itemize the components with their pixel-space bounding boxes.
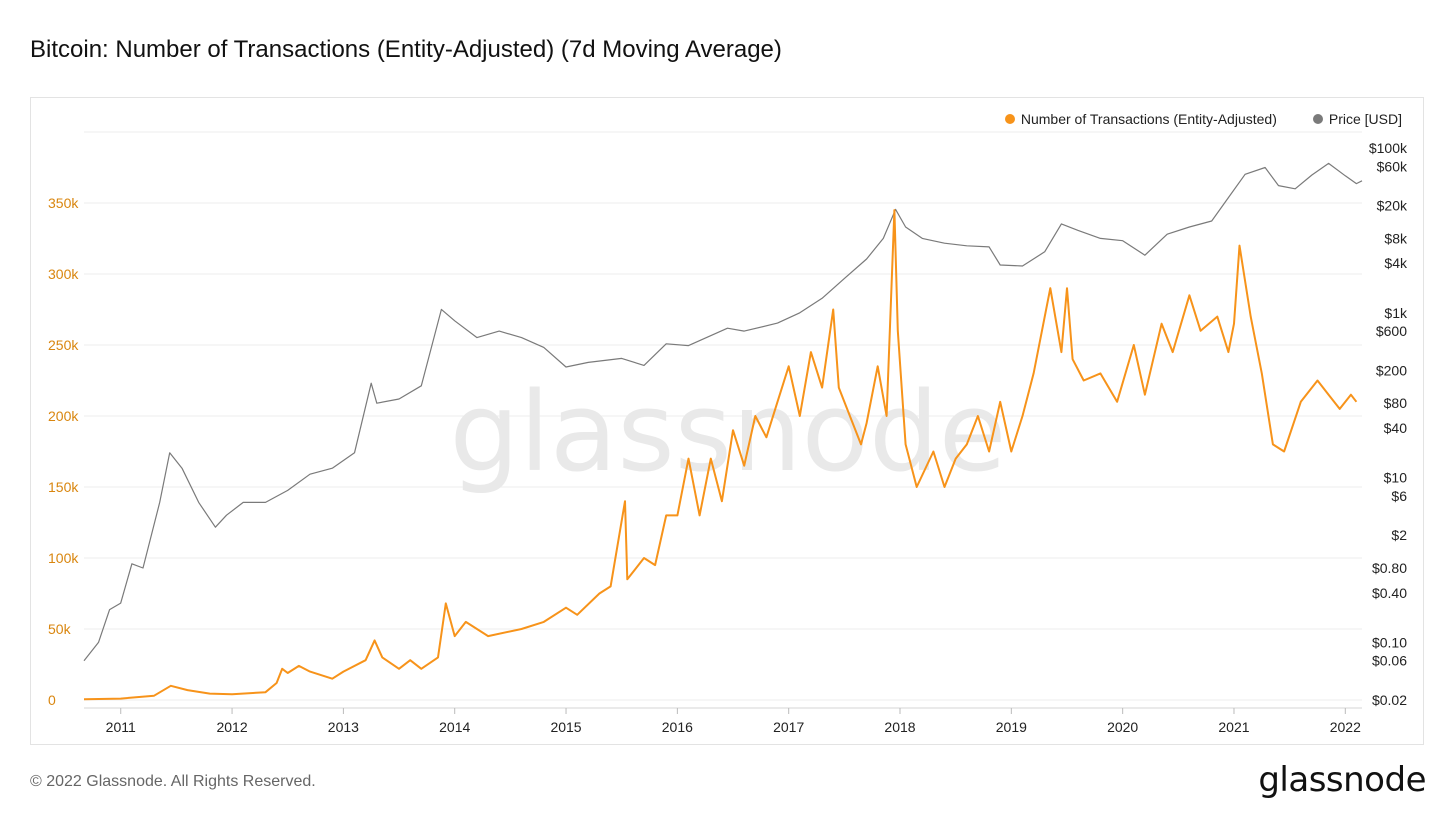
legend-item-price[interactable]: Price [USD] [1312,111,1402,127]
right-axis-tick-label: $80 [1384,395,1408,411]
series-line-transactions [83,209,1358,701]
right-axis: $0.02 $0.06 $0.10 $0.40 $0.80 $2 $6 $10 $40 $80 $2… [1369,140,1408,708]
series-line-price [83,162,1363,662]
x-axis-tick-label: 2017 [773,719,804,735]
page-title: Bitcoin: Number of Transactions (Entity-… [30,36,782,63]
right-axis-tick-label: $4k [1384,255,1408,271]
right-axis-tick-label: $40 [1384,420,1408,436]
right-axis-tick-label: $600 [1376,323,1407,339]
left-axis-tick-label: 150k [48,479,79,495]
left-axis-tick-label: 200k [48,408,79,424]
left-axis-tick-label: 50k [48,621,72,637]
right-axis-tick-label: $1k [1384,305,1408,321]
chart-legend: Number of Transactions (Entity-Adjusted)… [1004,111,1402,127]
legend-dot-transactions-icon [1004,114,1015,124]
right-axis-tick-label: $0.06 [1372,653,1407,669]
right-axis-tick-label: $0.80 [1372,560,1407,576]
x-axis-tick-label: 2022 [1330,719,1361,735]
left-axis-tick-label: 100k [48,550,79,566]
right-axis-tick-label: $6 [1391,488,1407,504]
right-axis-tick-label: $2 [1391,527,1407,543]
glassnode-logo[interactable]: glassnode [1258,760,1426,800]
x-axis: 2011 2012 2013 2014 2015 2016 2017 2018 2019 2020… [106,708,1361,735]
left-axis-tick-label: 250k [48,337,79,353]
grid-layer [84,131,1362,709]
right-axis-tick-label: $0.02 [1372,692,1407,708]
x-axis-tick-label: 2019 [996,719,1027,735]
right-axis-tick-label: $100k [1369,140,1408,156]
right-axis-tick-label: $10 [1384,470,1408,486]
x-axis-tick-label: 2018 [884,719,915,735]
legend-dot-price-icon [1312,114,1323,124]
x-axis-tick-label: 2012 [216,719,247,735]
left-axis-tick-label: 350k [48,195,79,211]
right-axis-tick-label: $8k [1384,230,1408,246]
right-axis-tick-label: $0.40 [1372,585,1407,601]
x-axis-tick-label: 2020 [1107,719,1138,735]
x-axis-tick-label: 2015 [550,719,581,735]
watermark: glassnode [450,368,1007,496]
left-axis-tick-label: 0 [48,692,56,708]
x-axis-tick-label: 2021 [1218,719,1249,735]
x-axis-tick-label: 2011 [106,719,136,735]
left-axis: 0 50k 100k 150k 200k 250k 300k 350k [48,195,79,708]
x-axis-tick-label: 2013 [328,719,359,735]
legend-label-price: Price [USD] [1328,111,1402,127]
copyright-text: © 2022 Glassnode. All Rights Reserved. [30,773,316,790]
right-axis-tick-label: $0.10 [1372,634,1407,650]
right-axis-tick-label: $20k [1377,198,1408,214]
right-axis-tick-label: $200 [1376,362,1407,378]
right-axis-tick-label: $60k [1377,158,1408,174]
legend-item-transactions[interactable]: Number of Transactions (Entity-Adjusted) [1004,111,1277,127]
x-axis-tick-label: 2016 [662,719,693,735]
left-axis-tick-label: 300k [48,266,79,282]
chart-frame [30,97,1424,745]
series-layer [83,162,1363,701]
x-axis-tick-label: 2014 [439,719,470,735]
legend-label-transactions: Number of Transactions (Entity-Adjusted) [1020,111,1277,127]
